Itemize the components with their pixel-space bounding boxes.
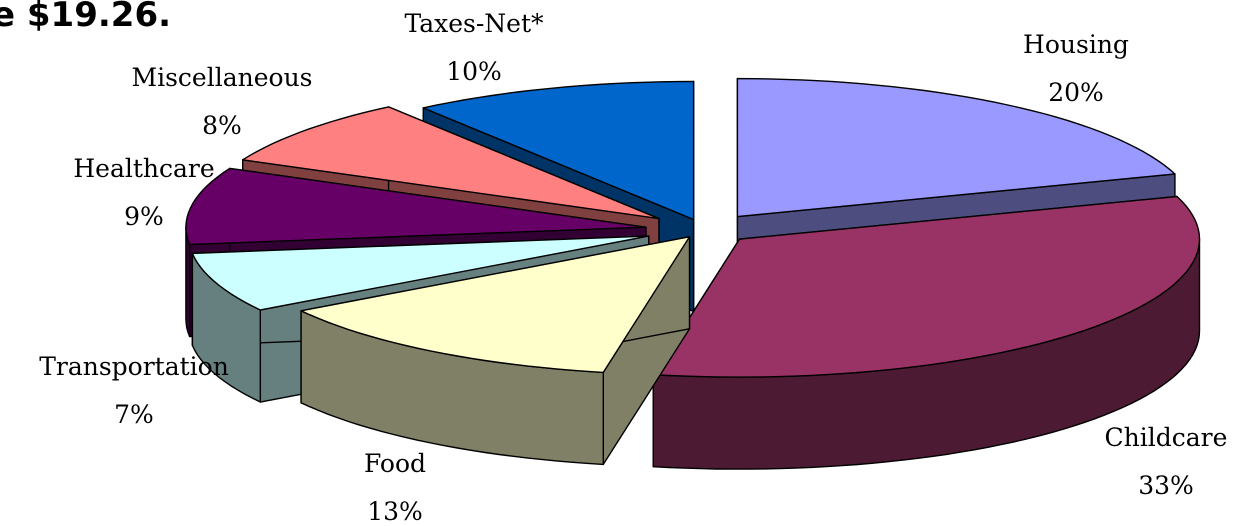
pie-slice-top-food (300, 236, 691, 374)
slice-label-food: Food (364, 449, 426, 478)
chart-title-fragment: e $19.26. (0, 0, 171, 35)
slice-value-healthcare: 9% (124, 202, 164, 231)
slice-label-childcare: Childcare (1105, 423, 1228, 452)
slice-value-transportation: 7% (114, 400, 154, 429)
slice-value-housing: 20% (1048, 78, 1104, 107)
pie-tops (185, 77, 1201, 470)
slice-label-miscellaneous: Miscellaneous (132, 63, 313, 92)
pie-slice-top-healthcare (185, 167, 647, 246)
slice-label-taxes-net: Taxes-Net* (404, 9, 544, 38)
slice-value-miscellaneous: 8% (202, 111, 242, 140)
slice-label-transportation: Transportation (39, 352, 229, 381)
pie-slice-top-housing (736, 77, 1176, 218)
slice-label-healthcare: Healthcare (73, 154, 214, 183)
pie-slice-top-taxes-net (422, 80, 695, 221)
pie-slice-childcare (652, 195, 1201, 470)
slice-value-food: 13% (367, 497, 423, 526)
slice-value-taxes-net: 10% (446, 57, 502, 86)
pie-labels: Housing 20% Childcare 33% Food 13% Transportat… (39, 9, 1227, 526)
pie-slice-food (300, 236, 691, 466)
slice-value-childcare: 33% (1138, 471, 1194, 500)
pie-slice-top-miscellaneous (242, 106, 660, 220)
pie-slice-top-transportation (191, 235, 650, 311)
slice-label-housing: Housing (1023, 30, 1129, 59)
pie-slice-top-childcare (652, 195, 1201, 378)
